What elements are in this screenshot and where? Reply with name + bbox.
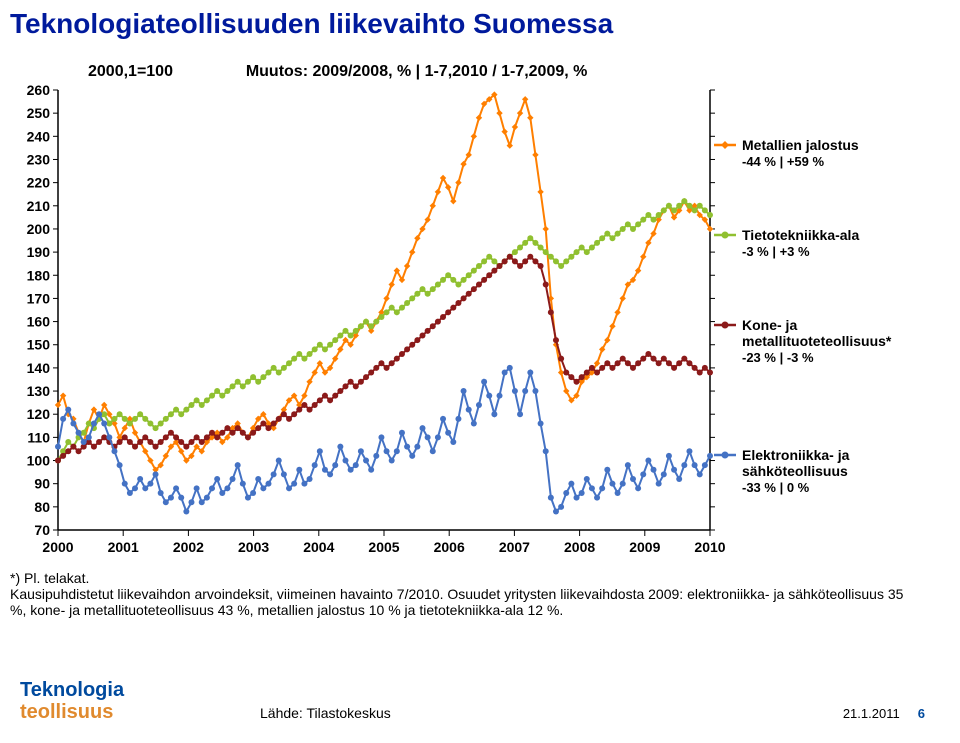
svg-text:-3 % | +3 %: -3 % | +3 %: [742, 244, 810, 259]
brand-line-2: teollisuus: [20, 701, 113, 723]
svg-text:2001: 2001: [108, 539, 139, 555]
svg-text:2008: 2008: [564, 539, 595, 555]
svg-text:120: 120: [27, 406, 51, 422]
svg-text:Elektroniikka- ja: Elektroniikka- ja: [742, 447, 850, 463]
svg-text:2009: 2009: [629, 539, 660, 555]
svg-text:-23 % | -3 %: -23 % | -3 %: [742, 350, 814, 365]
svg-text:-44 % | +59 %: -44 % | +59 %: [742, 154, 824, 169]
svg-text:160: 160: [27, 314, 51, 330]
footer-date: 21.1.2011: [843, 706, 900, 721]
svg-text:sähköteollisuus: sähköteollisuus: [742, 463, 848, 479]
svg-text:Tietotekniikka-ala: Tietotekniikka-ala: [742, 227, 859, 243]
brand-line-1: Teknologia: [20, 679, 124, 701]
svg-text:2006: 2006: [434, 539, 465, 555]
svg-text:150: 150: [27, 337, 51, 353]
svg-text:2010: 2010: [694, 539, 725, 555]
svg-text:200: 200: [27, 221, 51, 237]
svg-text:250: 250: [27, 105, 51, 121]
svg-text:210: 210: [27, 198, 51, 214]
svg-text:240: 240: [27, 128, 51, 144]
svg-text:metallituoteteollisuus*: metallituoteteollisuus*: [742, 333, 892, 349]
slide: Teknologiateollisuuden liikevaihto Suome…: [0, 0, 960, 743]
source-text: Lähde: Tilastokeskus: [260, 705, 391, 721]
svg-text:2004: 2004: [303, 539, 334, 555]
footer-pagenum: 6: [918, 706, 925, 721]
svg-text:80: 80: [34, 499, 50, 515]
revenue-line-chart: 2000,1=100 Muutos: 2009/2008, % | 1-7,201…: [10, 60, 950, 560]
svg-text:Metallien jalostus: Metallien jalostus: [742, 137, 859, 153]
svg-text:2002: 2002: [173, 539, 204, 555]
svg-text:260: 260: [27, 82, 51, 98]
page-title: Teknologiateollisuuden liikevaihto Suome…: [10, 8, 613, 40]
svg-text:170: 170: [27, 290, 51, 306]
svg-text:130: 130: [27, 383, 51, 399]
svg-text:2005: 2005: [368, 539, 399, 555]
svg-text:180: 180: [27, 267, 51, 283]
svg-text:2003: 2003: [238, 539, 269, 555]
svg-text:100: 100: [27, 453, 51, 469]
svg-text:140: 140: [27, 360, 51, 376]
svg-text:Muutos: 2009/2008, % | 1-7,201: Muutos: 2009/2008, % | 1-7,2010 / 1-7,20…: [246, 63, 588, 80]
brand-logo: Teknologia teollisuus: [20, 679, 124, 723]
chart-container: 2000,1=100 Muutos: 2009/2008, % | 1-7,201…: [10, 60, 950, 560]
svg-text:70: 70: [34, 522, 50, 538]
svg-text:220: 220: [27, 175, 51, 191]
svg-text:2000: 2000: [42, 539, 73, 555]
svg-text:190: 190: [27, 244, 51, 260]
svg-text:Kone- ja: Kone- ja: [742, 317, 797, 333]
svg-text:2007: 2007: [499, 539, 530, 555]
page-footer: 21.1.2011 6: [843, 706, 925, 721]
svg-text:110: 110: [27, 429, 50, 445]
svg-text:2000,1=100: 2000,1=100: [88, 63, 173, 80]
svg-text:90: 90: [34, 476, 50, 492]
footnote-text: *) Pl. telakat. Kausipuhdistetut liikeva…: [10, 570, 920, 618]
svg-text:-33 % | 0 %: -33 % | 0 %: [742, 480, 810, 495]
svg-text:230: 230: [27, 151, 51, 167]
